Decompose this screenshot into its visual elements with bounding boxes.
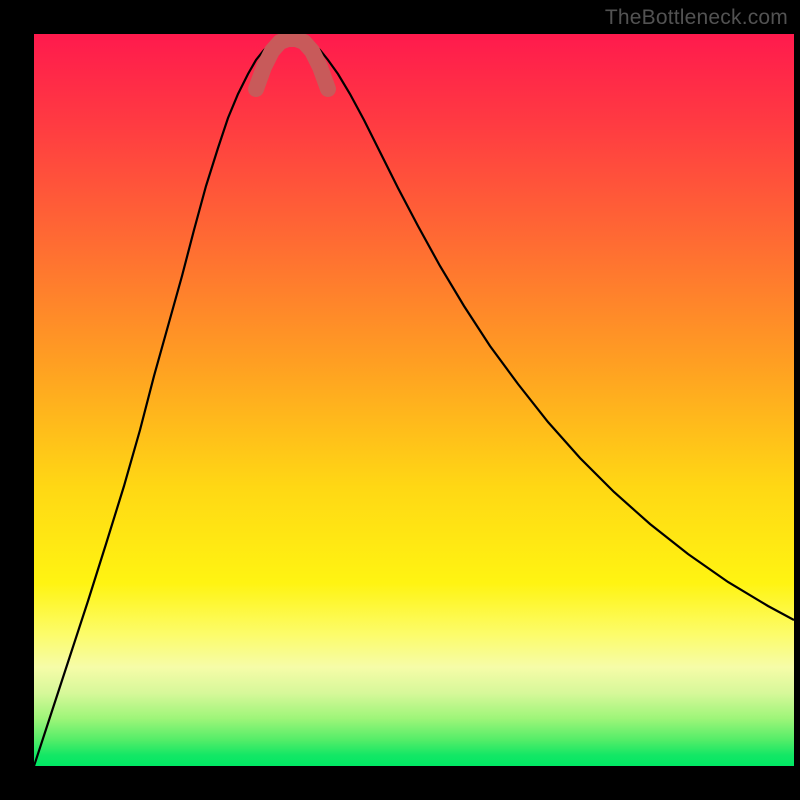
chart-container: TheBottleneck.com (0, 0, 800, 800)
plot-area (34, 34, 794, 766)
optimal-marker (256, 39, 328, 89)
watermark-text: TheBottleneck.com (605, 6, 788, 30)
curve-svg (34, 34, 794, 766)
bottleneck-curve (34, 36, 794, 766)
